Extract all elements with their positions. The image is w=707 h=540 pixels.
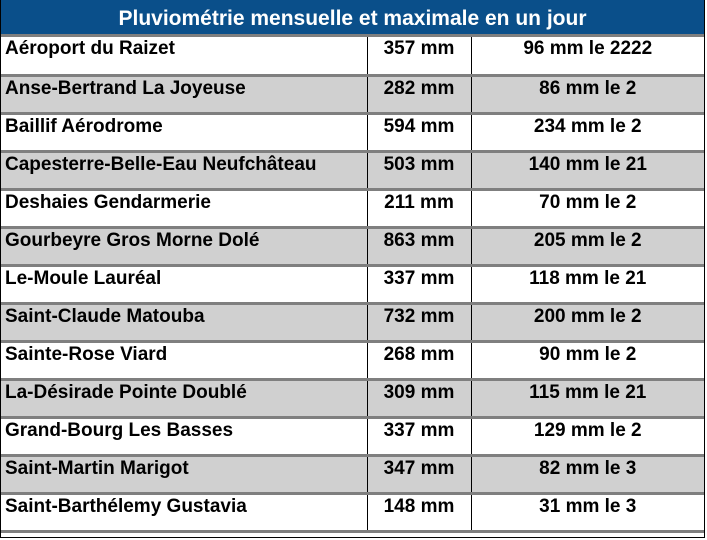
table-row: Saint-Martin Marigot 347 mm 82 mm le 3 <box>1 455 704 495</box>
station-name-cell: La-Désirade Pointe Doublé <box>1 379 367 419</box>
max-daily-rainfall-cell: 96 mm le 2222 <box>470 37 704 77</box>
max-daily-rainfall-cell: 70 mm le 2 <box>470 189 704 229</box>
monthly-rainfall-cell: 347 mm <box>366 455 471 495</box>
max-daily-rainfall-cell: 234 mm le 2 <box>470 113 704 153</box>
max-daily-rainfall-cell: 86 mm le 2 <box>470 75 704 115</box>
station-name-cell: Le-Moule Lauréal <box>1 265 367 305</box>
monthly-rainfall-cell: 148 mm <box>366 493 471 533</box>
monthly-rainfall-cell: 268 mm <box>366 341 471 381</box>
max-daily-rainfall-cell: 129 mm le 2 <box>470 417 704 457</box>
max-daily-rainfall-cell: 90 mm le 2 <box>470 341 704 381</box>
table-row: Grand-Bourg Les Basses 337 mm 129 mm le 2 <box>1 417 704 457</box>
monthly-rainfall-cell: 211 mm <box>366 189 471 229</box>
station-name-cell: Aéroport du Raizet <box>1 37 367 77</box>
station-name-cell: Deshaies Gendarmerie <box>1 189 367 229</box>
monthly-rainfall-cell: 732 mm <box>366 303 471 343</box>
table-row: Baillif Aérodrome 594 mm 234 mm le 2 <box>1 113 704 153</box>
monthly-rainfall-cell: 863 mm <box>366 227 471 267</box>
max-daily-rainfall-cell: 140 mm le 21 <box>470 151 704 191</box>
max-daily-rainfall-cell: 31 mm le 3 <box>470 493 704 533</box>
max-daily-rainfall-cell: 82 mm le 3 <box>470 455 704 495</box>
monthly-rainfall-cell: 337 mm <box>366 265 471 305</box>
monthly-rainfall-cell: 337 mm <box>366 417 471 457</box>
station-name-cell: Baillif Aérodrome <box>1 113 367 153</box>
table-row: Sainte-Rose Viard 268 mm 90 mm le 2 <box>1 341 704 381</box>
table-row: Saint-Barthélemy Gustavia 148 mm 31 mm le … <box>1 493 704 533</box>
max-daily-rainfall-cell: 200 mm le 2 <box>470 303 704 343</box>
table-row: Capesterre-Belle-Eau Neufchâteau 503 mm 14… <box>1 151 704 191</box>
station-name-cell: Gourbeyre Gros Morne Dolé <box>1 227 367 267</box>
table-title: Pluviométrie mensuelle et maximale en un… <box>1 0 704 37</box>
station-name-cell: Anse-Bertrand La Joyeuse <box>1 75 367 115</box>
station-name-cell: Saint-Claude Matouba <box>1 303 367 343</box>
station-name-cell: Saint-Martin Marigot <box>1 455 367 495</box>
max-daily-rainfall-cell: 115 mm le 21 <box>470 379 704 419</box>
table-row: Gourbeyre Gros Morne Dolé 863 mm 205 mm le… <box>1 227 704 267</box>
station-name-cell: Saint-Barthélemy Gustavia <box>1 493 367 533</box>
table-row: La-Désirade Pointe Doublé 309 mm 115 mm le… <box>1 379 704 419</box>
table-row: Deshaies Gendarmerie 211 mm 70 mm le 2 <box>1 189 704 229</box>
max-daily-rainfall-cell: 118 mm le 21 <box>470 265 704 305</box>
monthly-rainfall-cell: 503 mm <box>366 151 471 191</box>
station-name-cell: Capesterre-Belle-Eau Neufchâteau <box>1 151 367 191</box>
monthly-rainfall-cell: 282 mm <box>366 75 471 115</box>
monthly-rainfall-cell: 594 mm <box>366 113 471 153</box>
station-name-cell: Sainte-Rose Viard <box>1 341 367 381</box>
rainfall-table: Aéroport du Raizet 357 mm 96 mm le 2222 Ans… <box>1 37 704 533</box>
table-row: Le-Moule Lauréal 337 mm 118 mm le 21 <box>1 265 704 305</box>
table-row: Aéroport du Raizet 357 mm 96 mm le 2222 <box>1 37 704 77</box>
table-row: Anse-Bertrand La Joyeuse 282 mm 86 mm le 2 <box>1 75 704 115</box>
monthly-rainfall-cell: 309 mm <box>366 379 471 419</box>
table-row: Saint-Claude Matouba 732 mm 200 mm le 2 <box>1 303 704 343</box>
monthly-rainfall-cell: 357 mm <box>366 37 471 77</box>
station-name-cell: Grand-Bourg Les Basses <box>1 417 367 457</box>
max-daily-rainfall-cell: 205 mm le 2 <box>470 227 704 267</box>
